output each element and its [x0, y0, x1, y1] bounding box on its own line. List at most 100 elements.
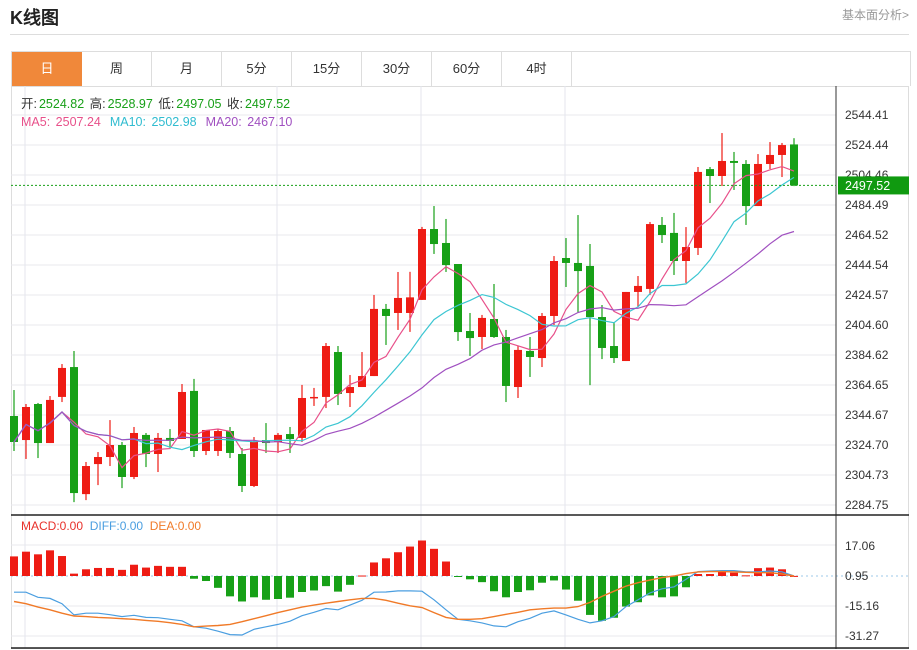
candle-body	[670, 232, 678, 262]
macd-bar	[598, 576, 606, 621]
macd-bar	[34, 554, 42, 576]
candle-body	[634, 285, 642, 292]
macd-tick: -15.16	[845, 599, 879, 613]
candle-body	[610, 346, 618, 359]
candle-body	[286, 434, 294, 439]
close-label: 收:	[226, 97, 243, 111]
candle-body	[142, 434, 150, 455]
candle-body	[490, 318, 498, 338]
last-price-badge	[838, 176, 909, 195]
dea-value: DEA:0.00	[149, 519, 202, 533]
candle-body	[238, 454, 246, 487]
tab-4hour[interactable]: 4时	[502, 52, 572, 86]
diff-line	[14, 569, 795, 636]
ma20-value: 2467.10	[247, 115, 293, 129]
candle-body	[790, 144, 798, 186]
macd-bar	[574, 576, 582, 601]
candle-body	[214, 431, 222, 452]
tab-month[interactable]: 月	[152, 52, 222, 86]
candle-body	[298, 397, 306, 438]
macd-bar	[238, 576, 246, 602]
ma20-line	[13, 230, 795, 446]
tab-day[interactable]: 日	[12, 52, 82, 86]
price-tick: 2424.57	[845, 288, 889, 302]
macd-bar	[778, 569, 786, 576]
candle-body	[106, 444, 114, 458]
macd-bar	[334, 576, 342, 592]
candle-body	[586, 265, 594, 318]
candle-body	[538, 315, 546, 359]
macd-bar	[418, 540, 426, 576]
candle-body	[58, 367, 66, 397]
candle-body	[562, 258, 570, 263]
macd-bar	[550, 576, 558, 581]
candle-body	[382, 308, 390, 316]
candle-body	[130, 432, 138, 477]
high-value: 2528.97	[107, 97, 153, 111]
macd-bar	[274, 576, 282, 600]
tab-60min[interactable]: 60分	[432, 52, 502, 86]
macd-bar	[658, 576, 666, 598]
price-tick: 2384.62	[845, 348, 889, 362]
macd-tick: 17.06	[845, 539, 875, 553]
macd-bar	[682, 576, 690, 588]
open-value: 2524.82	[38, 97, 85, 111]
candle-body	[34, 403, 42, 444]
candle-body	[682, 247, 690, 262]
candle-body	[334, 352, 342, 394]
candle-body	[694, 171, 702, 248]
candle-body	[742, 163, 750, 207]
candle-body	[310, 396, 318, 399]
price-tick: 2524.44	[845, 138, 889, 152]
candle-body	[454, 264, 462, 333]
candle-body	[202, 429, 210, 452]
candle-body	[226, 431, 234, 453]
macd-bar	[322, 576, 330, 587]
candle-body	[730, 160, 738, 163]
macd-bar	[262, 576, 270, 600]
candle-body	[346, 387, 354, 394]
low-value: 2497.05	[176, 97, 222, 111]
ma10-line	[13, 176, 795, 451]
macd-bar	[226, 576, 234, 597]
macd-bar	[58, 556, 66, 576]
ma5-label: MA5:	[21, 115, 51, 129]
tab-5min[interactable]: 5分	[222, 52, 292, 86]
candle-body	[466, 330, 474, 339]
fundamental-analysis-link[interactable]: 基本面分析>	[841, 8, 909, 22]
macd-value: MACD:0.00	[21, 519, 84, 533]
candle-body	[706, 169, 714, 176]
candle-body	[526, 350, 534, 357]
candle-body	[250, 441, 258, 487]
macd-tick: 0.95	[845, 569, 869, 583]
macd-bar	[142, 567, 150, 576]
candle-body	[370, 308, 378, 377]
candle-body	[70, 367, 78, 494]
candle-body	[94, 457, 102, 465]
candle-body	[358, 376, 366, 388]
macd-bar	[286, 576, 294, 598]
tab-15min[interactable]: 15分	[292, 52, 362, 86]
macd-bar	[214, 576, 222, 588]
period-tabs: 日 周 月 5分 15分 30分 60分 4时	[11, 51, 911, 86]
macd-bar	[46, 550, 54, 576]
macd-bar	[526, 576, 534, 591]
candle-body	[166, 437, 174, 441]
tab-30min[interactable]: 30分	[362, 52, 432, 86]
candle-body	[118, 444, 126, 477]
macd-bar	[634, 576, 642, 603]
ma10-value: 2502.98	[151, 115, 197, 129]
candle-body	[46, 399, 54, 444]
candle-body	[442, 242, 450, 266]
tab-week[interactable]: 周	[82, 52, 152, 86]
macd-bar	[394, 552, 402, 576]
price-tick: 2364.65	[845, 378, 889, 392]
macd-bar	[646, 576, 654, 596]
macd-bar	[670, 576, 678, 597]
macd-bar	[190, 576, 198, 579]
low-label: 低:	[158, 97, 175, 111]
candle-body	[718, 160, 726, 176]
macd-bar	[118, 569, 126, 576]
candle-body	[622, 291, 630, 362]
